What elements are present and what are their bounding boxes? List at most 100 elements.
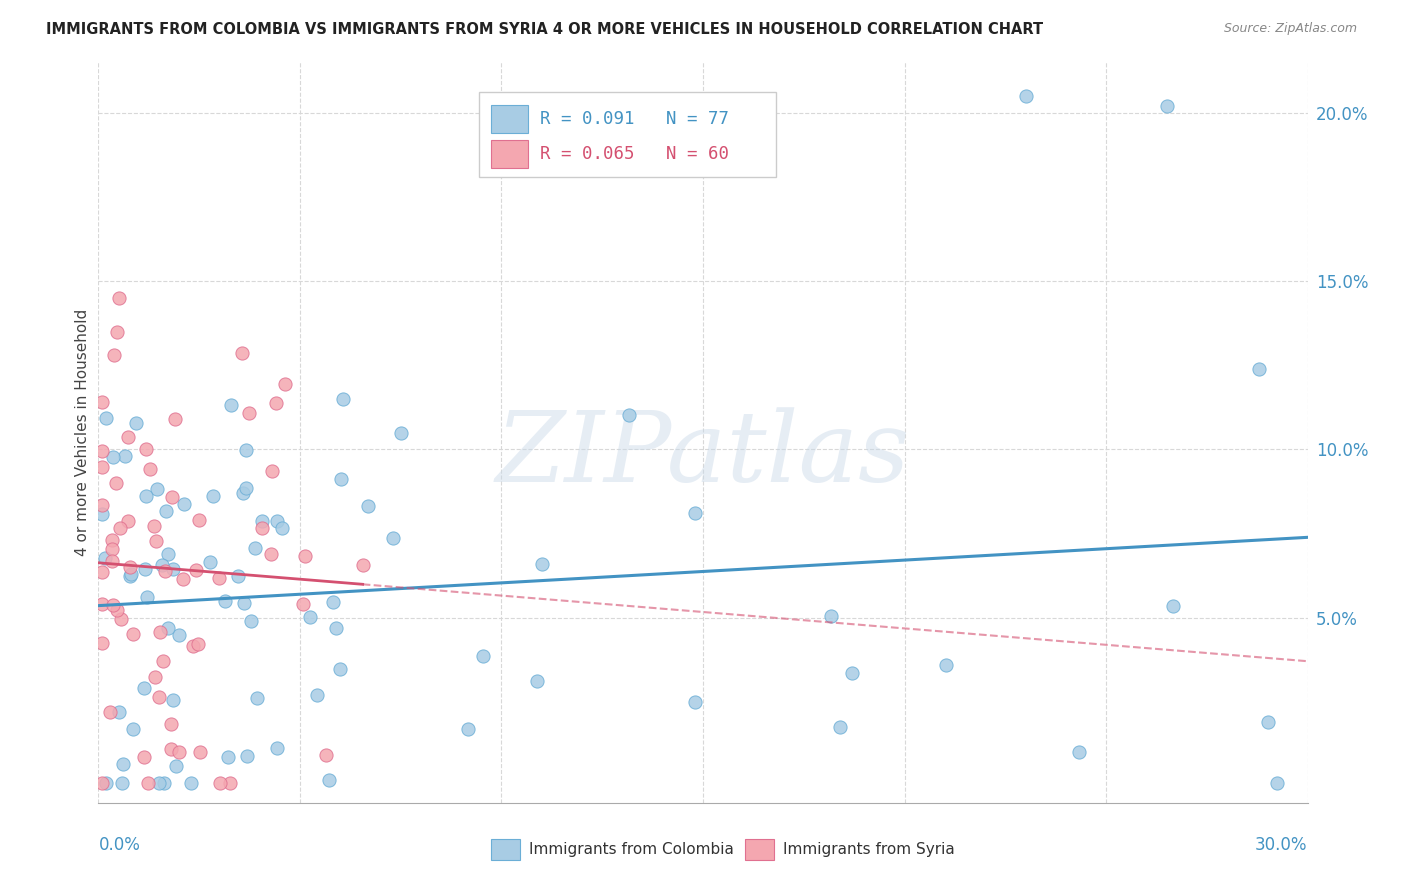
Point bbox=[235, 481, 257, 495]
Point bbox=[1015, 89, 1038, 103]
Point bbox=[153, 565, 176, 579]
Point bbox=[160, 742, 183, 756]
Point bbox=[274, 376, 297, 391]
Point bbox=[139, 462, 162, 476]
Point bbox=[173, 497, 195, 511]
Point bbox=[94, 550, 117, 565]
Point bbox=[153, 775, 176, 789]
Point bbox=[162, 693, 184, 707]
Point bbox=[117, 514, 139, 528]
Point bbox=[181, 639, 204, 653]
Point bbox=[1067, 745, 1090, 759]
Point bbox=[270, 521, 292, 535]
Point bbox=[101, 598, 124, 612]
Point bbox=[142, 519, 165, 533]
Point bbox=[91, 443, 114, 458]
Point bbox=[136, 775, 159, 789]
Point bbox=[105, 603, 128, 617]
Point bbox=[103, 348, 125, 362]
Point bbox=[260, 547, 283, 561]
FancyBboxPatch shape bbox=[492, 839, 520, 860]
Point bbox=[186, 563, 208, 577]
Point bbox=[157, 621, 180, 635]
Point bbox=[145, 534, 167, 549]
Point bbox=[108, 705, 131, 719]
Point bbox=[134, 681, 156, 696]
Point bbox=[91, 566, 114, 580]
FancyBboxPatch shape bbox=[492, 104, 527, 133]
Point bbox=[148, 690, 170, 705]
Point bbox=[149, 624, 172, 639]
Point bbox=[457, 722, 479, 736]
Text: R = 0.065   N = 60: R = 0.065 N = 60 bbox=[540, 145, 728, 163]
Point bbox=[110, 775, 132, 789]
FancyBboxPatch shape bbox=[479, 92, 776, 178]
Point bbox=[134, 561, 156, 575]
Point bbox=[219, 398, 242, 412]
Point bbox=[266, 514, 288, 528]
Point bbox=[187, 637, 209, 651]
Point bbox=[841, 666, 863, 681]
Point bbox=[145, 483, 167, 497]
Point bbox=[1257, 714, 1279, 729]
Point bbox=[104, 475, 127, 490]
Point bbox=[180, 775, 202, 789]
Point bbox=[108, 291, 131, 305]
Point bbox=[250, 521, 273, 535]
Point bbox=[332, 392, 354, 407]
Point bbox=[96, 411, 118, 425]
Point bbox=[245, 541, 267, 555]
Point bbox=[329, 662, 352, 676]
Point bbox=[1161, 599, 1184, 614]
Text: Immigrants from Syria: Immigrants from Syria bbox=[783, 842, 955, 857]
Point bbox=[121, 627, 143, 641]
Point bbox=[91, 775, 114, 789]
Text: Source: ZipAtlas.com: Source: ZipAtlas.com bbox=[1223, 22, 1357, 36]
Point bbox=[1156, 99, 1178, 113]
Point bbox=[162, 562, 184, 576]
Point bbox=[266, 396, 288, 410]
Point bbox=[187, 513, 209, 527]
Point bbox=[325, 621, 347, 635]
Point bbox=[132, 750, 155, 764]
Point bbox=[294, 549, 316, 564]
Point bbox=[1247, 361, 1270, 376]
Point bbox=[135, 591, 157, 605]
Point bbox=[169, 746, 191, 760]
Point bbox=[352, 558, 374, 573]
Point bbox=[235, 442, 257, 457]
Y-axis label: 4 or more Vehicles in Household: 4 or more Vehicles in Household bbox=[75, 309, 90, 557]
Point bbox=[238, 406, 260, 420]
Point bbox=[120, 567, 142, 582]
Point bbox=[117, 430, 139, 444]
Point bbox=[531, 558, 554, 572]
Point bbox=[357, 499, 380, 513]
Point bbox=[135, 489, 157, 503]
Point bbox=[820, 608, 842, 623]
Point bbox=[208, 570, 231, 584]
Point bbox=[100, 541, 122, 556]
Point bbox=[214, 593, 236, 607]
Point bbox=[188, 745, 211, 759]
Point bbox=[110, 612, 132, 626]
Point bbox=[683, 506, 706, 520]
Point bbox=[101, 450, 124, 464]
Point bbox=[98, 706, 121, 720]
Point bbox=[1265, 775, 1288, 789]
Point bbox=[619, 408, 641, 422]
Point bbox=[165, 411, 187, 425]
Point bbox=[239, 614, 262, 628]
Point bbox=[201, 489, 224, 503]
Point bbox=[262, 464, 284, 478]
Point bbox=[101, 533, 124, 547]
Point bbox=[155, 504, 177, 518]
Text: IMMIGRANTS FROM COLOMBIA VS IMMIGRANTS FROM SYRIA 4 OR MORE VEHICLES IN HOUSEHOL: IMMIGRANTS FROM COLOMBIA VS IMMIGRANTS F… bbox=[46, 22, 1043, 37]
Point bbox=[198, 556, 221, 570]
Point bbox=[159, 717, 181, 731]
Point bbox=[91, 636, 114, 650]
Point bbox=[236, 749, 259, 764]
Point bbox=[105, 325, 128, 339]
Point bbox=[118, 569, 141, 583]
Point bbox=[172, 572, 194, 586]
Point bbox=[252, 514, 274, 528]
